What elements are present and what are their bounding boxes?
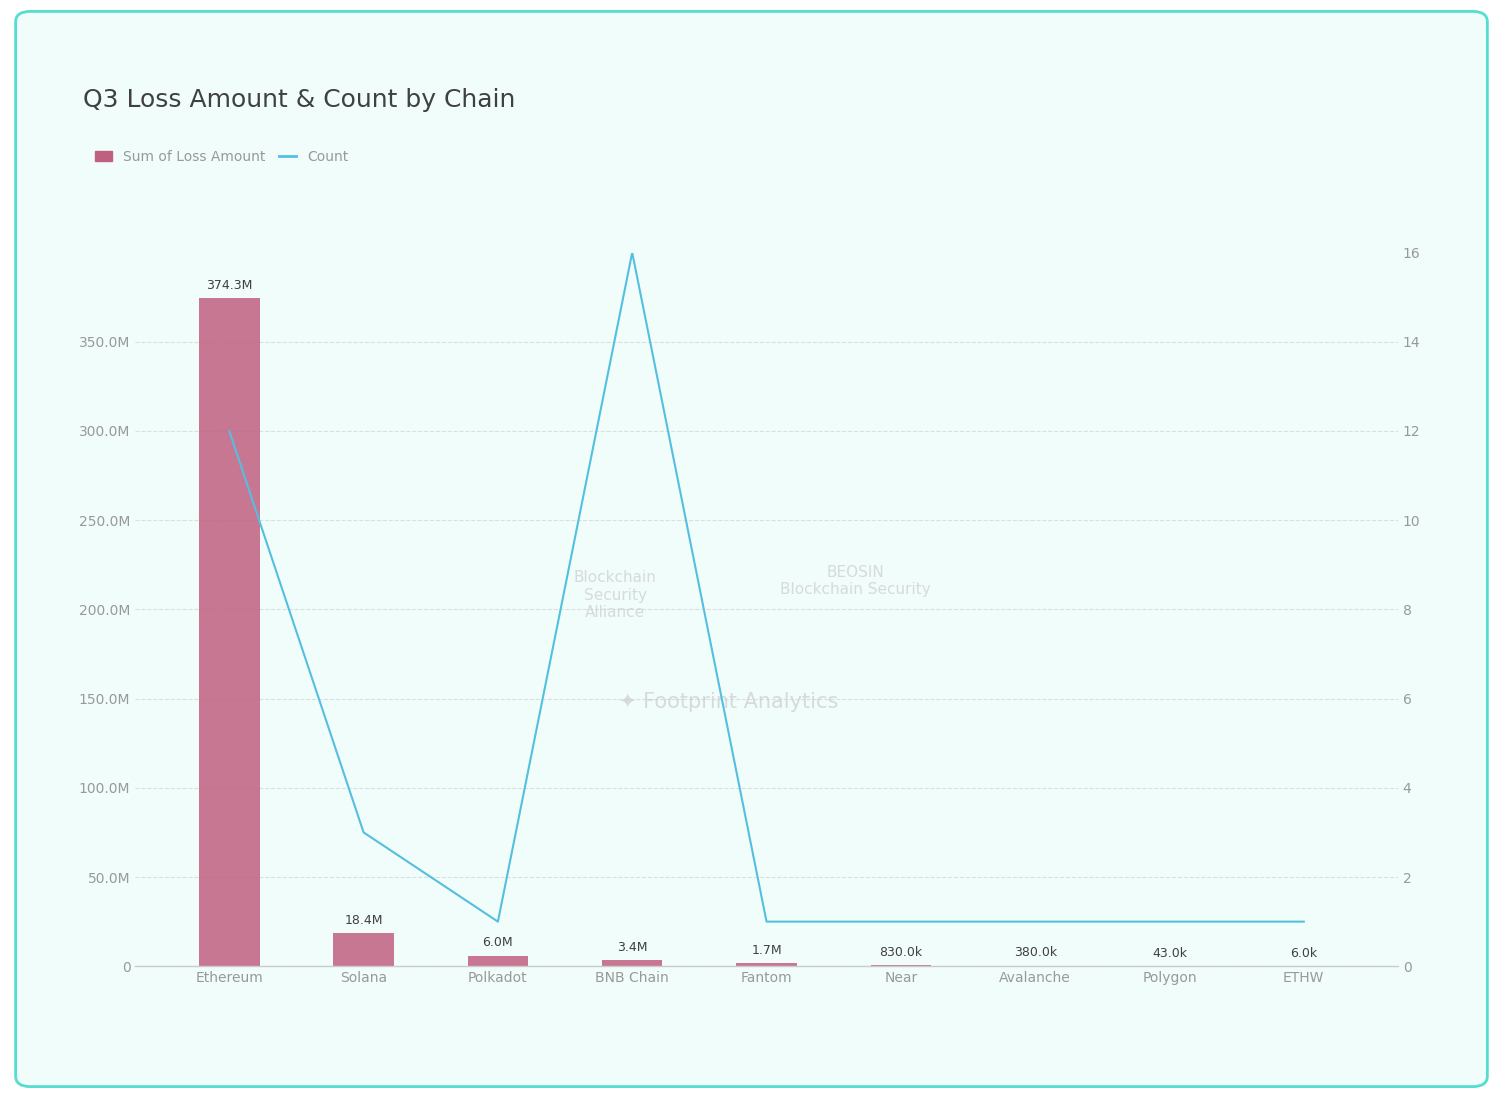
Bar xyxy=(736,963,797,966)
Text: 380.0k: 380.0k xyxy=(1013,946,1057,960)
Text: 6.0k: 6.0k xyxy=(1290,946,1317,960)
Bar xyxy=(467,955,528,966)
Bar xyxy=(334,933,394,966)
Bar xyxy=(870,965,930,966)
Legend: Sum of Loss Amount, Count: Sum of Loss Amount, Count xyxy=(90,144,353,169)
Text: Q3 Loss Amount & Count by Chain: Q3 Loss Amount & Count by Chain xyxy=(83,88,516,112)
Text: 830.0k: 830.0k xyxy=(879,945,923,959)
Text: 18.4M: 18.4M xyxy=(344,915,383,927)
Text: 6.0M: 6.0M xyxy=(482,937,513,950)
Text: BEOSIN
Blockchain Security: BEOSIN Blockchain Security xyxy=(780,564,930,597)
Text: 1.7M: 1.7M xyxy=(752,944,782,957)
Bar xyxy=(198,299,260,966)
Text: Blockchain
Security
Alliance: Blockchain Security Alliance xyxy=(574,570,657,620)
FancyBboxPatch shape xyxy=(15,11,1488,1087)
Text: ✦ Footprint Analytics: ✦ Footprint Analytics xyxy=(619,692,839,713)
Text: 3.4M: 3.4M xyxy=(616,941,648,954)
Text: 374.3M: 374.3M xyxy=(206,279,253,292)
Text: 43.0k: 43.0k xyxy=(1151,946,1187,960)
Bar xyxy=(603,960,663,966)
